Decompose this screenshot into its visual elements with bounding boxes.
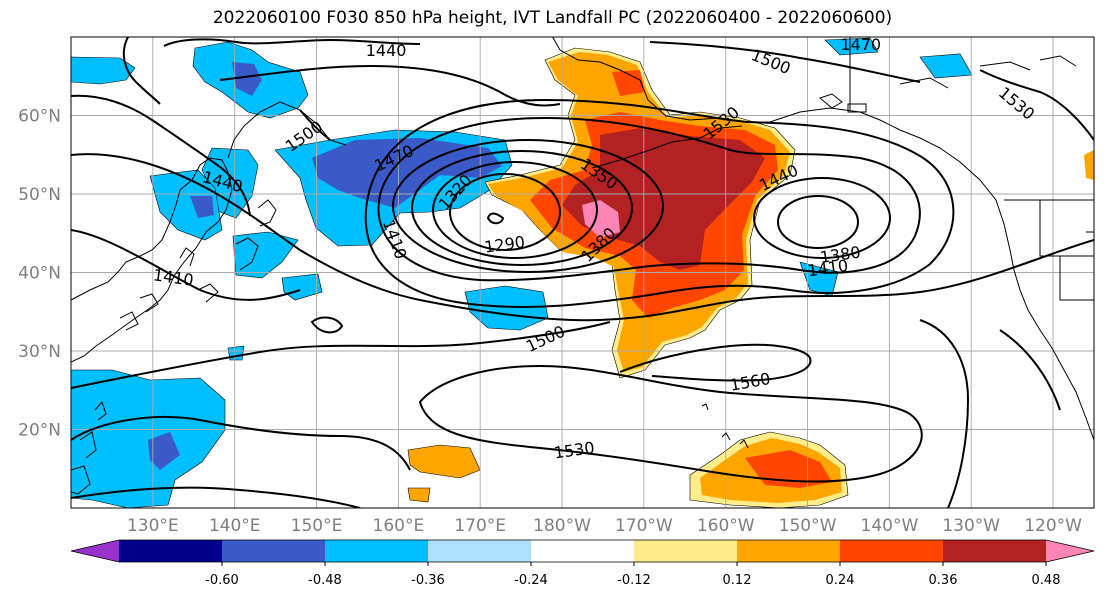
colorbar-bin xyxy=(325,540,429,562)
colorbar-bin xyxy=(634,540,738,562)
colorbar-tick-label: 0.24 xyxy=(826,573,855,588)
height-contours xyxy=(71,37,1094,508)
colorbar-bin xyxy=(531,540,635,562)
lon-tick-label: 120°W xyxy=(1024,516,1082,536)
colorbar-tick-label: 0.36 xyxy=(929,573,958,588)
longitude-tick-labels: 130°E 140°E 150°E 160°E 170°E 180°W 170°W 160°W… xyxy=(127,516,1082,536)
lat-tick-label: 20°N xyxy=(18,421,61,441)
colorbar-tick-label: -0.48 xyxy=(308,573,342,588)
negative-ivt-shading xyxy=(71,37,973,508)
lon-tick-label: 160°E xyxy=(373,516,425,536)
lat-tick-label: 30°N xyxy=(18,342,61,362)
colorbar-tick-label: 0.12 xyxy=(723,573,752,588)
colorbar-extend-low xyxy=(71,540,119,562)
lon-tick-label: 170°W xyxy=(615,516,673,536)
lon-tick-label: 140°E xyxy=(209,516,261,536)
colorbar-tick-label: -0.60 xyxy=(205,573,239,588)
latitude-tick-labels: 60°N 50°N 40°N 30°N 20°N xyxy=(18,107,61,441)
colorbar-bin xyxy=(222,540,326,562)
colorbar-extend-high xyxy=(1046,540,1094,562)
lon-tick-label: 170°E xyxy=(454,516,506,536)
contour-label-text: 1440 xyxy=(366,41,407,60)
colorbar-tick-label: -0.12 xyxy=(617,573,651,588)
lat-tick-label: 50°N xyxy=(18,185,61,205)
lat-tick-label: 60°N xyxy=(18,107,61,127)
colorbar-bin xyxy=(943,540,1047,562)
map-frame xyxy=(70,36,1095,509)
lon-tick-label: 140°W xyxy=(861,516,919,536)
map-title: 2022060100 F030 850 hPa height, IVT Land… xyxy=(212,8,893,28)
colorbar-bin xyxy=(428,540,532,562)
lon-tick-label: 150°W xyxy=(779,516,837,536)
colorbar: -0.60 -0.48 -0.36 -0.24 -0.12 0.12 0.24 0.36 0.4… xyxy=(70,539,1095,588)
lon-tick-label: 160°W xyxy=(697,516,755,536)
colorbar-tick-label: -0.24 xyxy=(514,573,548,588)
coastlines xyxy=(71,37,1094,495)
colorbar-bin xyxy=(119,540,223,562)
lon-tick-label: 150°E xyxy=(291,516,343,536)
graticule xyxy=(71,37,1094,508)
colorbar-bin xyxy=(737,540,841,562)
colorbar-outline xyxy=(70,539,1095,563)
colorbar-tick-label: -0.36 xyxy=(411,573,445,588)
lon-tick-label: 130°W xyxy=(942,516,1000,536)
lon-tick-label: 180°W xyxy=(533,516,591,536)
colorbar-bin xyxy=(840,540,944,562)
colorbar-tick-label: 0.48 xyxy=(1032,573,1061,588)
contour-label-text: 1470 xyxy=(840,35,881,54)
contour-label: 1440 xyxy=(366,41,407,60)
lat-tick-label: 40°N xyxy=(18,264,61,284)
contour-label: 1470 xyxy=(840,35,881,54)
lon-tick-label: 130°E xyxy=(127,516,179,536)
